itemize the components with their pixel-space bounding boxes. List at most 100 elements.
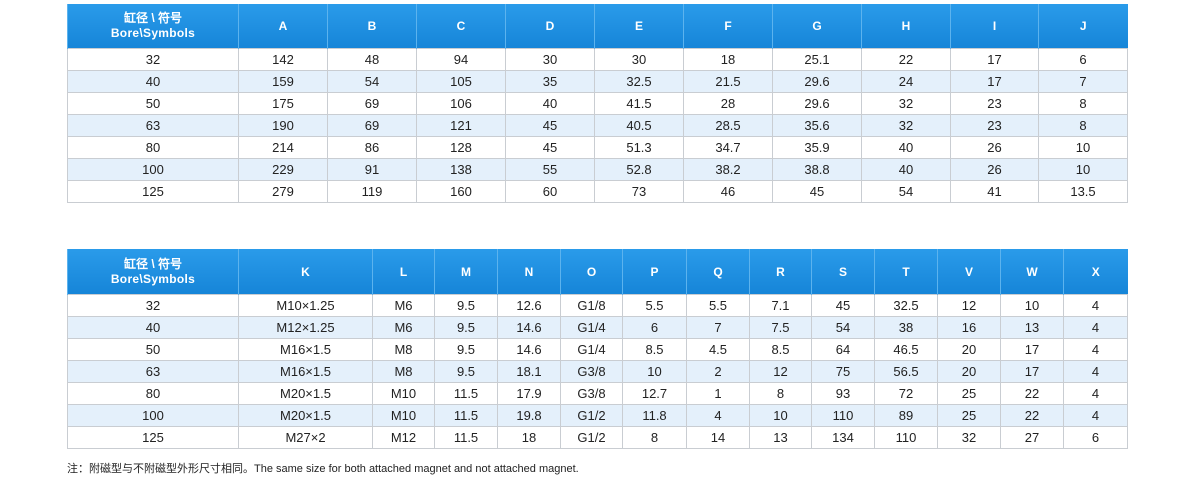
value-cell: 19.8 — [497, 404, 561, 427]
value-cell: 46 — [683, 180, 773, 203]
value-cell: 4 — [686, 404, 750, 427]
value-cell: 17 — [1000, 360, 1064, 383]
column-header: J — [1038, 4, 1128, 49]
value-cell: 20 — [937, 338, 1001, 361]
value-cell: 29.6 — [772, 92, 862, 115]
column-header: H — [861, 4, 951, 49]
value-cell: 22 — [861, 48, 951, 71]
value-cell: 128 — [416, 136, 506, 159]
value-cell: 12 — [937, 294, 1001, 317]
value-cell: G1/4 — [560, 338, 623, 361]
value-cell: G3/8 — [560, 360, 623, 383]
value-cell: 9.5 — [434, 338, 498, 361]
value-cell: 29.6 — [772, 70, 862, 93]
value-cell: 119 — [327, 180, 417, 203]
value-cell: 69 — [327, 114, 417, 137]
value-cell: 8 — [622, 426, 687, 449]
value-cell: 35.6 — [772, 114, 862, 137]
value-cell: 4 — [1063, 382, 1128, 405]
value-cell: 20 — [937, 360, 1001, 383]
value-cell: 41.5 — [594, 92, 684, 115]
value-cell: M6 — [372, 316, 435, 339]
value-cell: 38 — [874, 316, 938, 339]
column-header: T — [874, 249, 938, 295]
column-header: X — [1063, 249, 1128, 295]
value-cell: 7.5 — [749, 316, 812, 339]
corner-header: 缸径 \ 符号 Bore\Symbols — [67, 4, 239, 49]
value-cell: 190 — [238, 114, 328, 137]
data-row: 50 175 69 106 40 41.5 28 29.6 32 23 8 — [67, 92, 1128, 115]
value-cell: 45 — [811, 294, 875, 317]
bore-cell: 80 — [67, 382, 239, 405]
value-cell: 18 — [497, 426, 561, 449]
value-cell: 12.6 — [497, 294, 561, 317]
data-row: 50 M16×1.5 M8 9.5 14.6 G1/4 8.5 4.5 8.5 64 46.5 20 1… — [67, 338, 1128, 361]
value-cell: 11.8 — [622, 404, 687, 427]
value-cell: G1/2 — [560, 404, 623, 427]
value-cell: 279 — [238, 180, 328, 203]
data-row: 63 190 69 121 45 40.5 28.5 35.6 32 23 8 — [67, 114, 1128, 137]
value-cell: G1/4 — [560, 316, 623, 339]
value-cell: M12×1.25 — [238, 316, 373, 339]
bore-cell: 63 — [67, 360, 239, 383]
bore-cell: 80 — [67, 136, 239, 159]
data-row: 100 229 91 138 55 52.8 38.2 38.8 40 26 10 — [67, 158, 1128, 181]
value-cell: 32.5 — [594, 70, 684, 93]
value-cell: G1/2 — [560, 426, 623, 449]
value-cell: 17 — [950, 70, 1039, 93]
value-cell: 17.9 — [497, 382, 561, 405]
value-cell: 1 — [686, 382, 750, 405]
value-cell: 9.5 — [434, 294, 498, 317]
value-cell: 32 — [861, 114, 951, 137]
value-cell: 4.5 — [686, 338, 750, 361]
value-cell: 6 — [622, 316, 687, 339]
value-cell: 159 — [238, 70, 328, 93]
value-cell: 105 — [416, 70, 506, 93]
column-header: W — [1000, 249, 1064, 295]
value-cell: 134 — [811, 426, 875, 449]
value-cell: 142 — [238, 48, 328, 71]
value-cell: 110 — [874, 426, 938, 449]
value-cell: 86 — [327, 136, 417, 159]
value-cell: 40 — [505, 92, 595, 115]
value-cell: M12 — [372, 426, 435, 449]
value-cell: M8 — [372, 338, 435, 361]
value-cell: 30 — [505, 48, 595, 71]
value-cell: 2 — [686, 360, 750, 383]
value-cell: 17 — [1000, 338, 1064, 361]
column-header: D — [505, 4, 595, 49]
column-header: R — [749, 249, 812, 295]
value-cell: 75 — [811, 360, 875, 383]
value-cell: 48 — [327, 48, 417, 71]
value-cell: 38.8 — [772, 158, 862, 181]
data-row: 40 159 54 105 35 32.5 21.5 29.6 24 17 7 — [67, 70, 1128, 93]
value-cell: 10 — [749, 404, 812, 427]
value-cell: 14 — [686, 426, 750, 449]
value-cell: 8 — [1038, 114, 1128, 137]
value-cell: 7 — [686, 316, 750, 339]
value-cell: 14.6 — [497, 338, 561, 361]
value-cell: 106 — [416, 92, 506, 115]
value-cell: 23 — [950, 114, 1039, 137]
value-cell: 18.1 — [497, 360, 561, 383]
data-row: 40 M12×1.25 M6 9.5 14.6 G1/4 6 7 7.5 54 38 16 13 4 — [67, 316, 1128, 339]
value-cell: 28 — [683, 92, 773, 115]
value-cell: 25 — [937, 382, 1001, 405]
value-cell: 21.5 — [683, 70, 773, 93]
value-cell: 14.6 — [497, 316, 561, 339]
value-cell: 22 — [1000, 382, 1064, 405]
column-header: F — [683, 4, 773, 49]
value-cell: M10 — [372, 382, 435, 405]
value-cell: 4 — [1063, 338, 1128, 361]
column-header: C — [416, 4, 506, 49]
value-cell: 11.5 — [434, 426, 498, 449]
value-cell: 32.5 — [874, 294, 938, 317]
value-cell: 28.5 — [683, 114, 773, 137]
value-cell: 9.5 — [434, 360, 498, 383]
dimension-table-2: 缸径 \ 符号 Bore\Symbols K L M N O P Q R S T V W X 32 M10×1.… — [67, 249, 1128, 449]
value-cell: G1/8 — [560, 294, 623, 317]
bore-cell: 40 — [67, 316, 239, 339]
value-cell: 55 — [505, 158, 595, 181]
value-cell: 10 — [1038, 136, 1128, 159]
value-cell: 30 — [594, 48, 684, 71]
